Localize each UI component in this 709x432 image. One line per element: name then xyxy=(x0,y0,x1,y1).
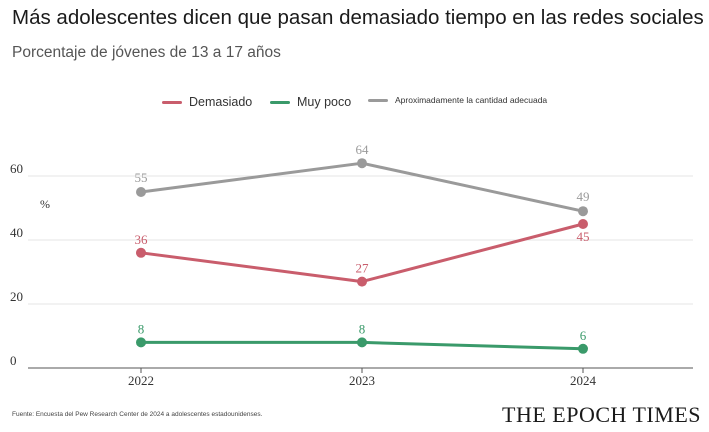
y-tick-label-60: 60 xyxy=(10,161,23,176)
chart-subtitle: Porcentaje de jóvenes de 13 a 17 años xyxy=(12,44,281,61)
point-aproximadamente-la-cantidad-adecuada-2022 xyxy=(136,187,146,197)
point-muy-poco-2023 xyxy=(357,337,367,348)
legend: Demasiado Muy poco Aproximadamente la ca… xyxy=(0,95,709,111)
x-tick-label-2023: 2023 xyxy=(349,373,375,388)
y-tick-label-20: 20 xyxy=(10,289,23,304)
point-demasiado-2024 xyxy=(578,219,588,229)
data-label-demasiado-2024: 45 xyxy=(577,229,590,244)
data-label-demasiado-2023: 27 xyxy=(356,261,370,276)
y-tick-label-0: 0 xyxy=(10,353,17,368)
data-label-aproximadamente-la-cantidad-adecuada-2023: 64 xyxy=(356,142,370,157)
data-label-muy-poco-2024: 6 xyxy=(580,328,587,343)
legend-item-demasiado: Demasiado xyxy=(162,95,252,109)
point-aproximadamente-la-cantidad-adecuada-2023 xyxy=(357,158,367,169)
x-tick-label-2022: 2022 xyxy=(128,373,154,388)
data-label-demasiado-2022: 36 xyxy=(135,232,149,247)
point-demasiado-2022 xyxy=(136,247,146,258)
series-line-aproximadamente-la-cantidad-adecuada xyxy=(139,161,585,213)
legend-swatch-adecuada xyxy=(368,98,388,102)
legend-swatch-muy-poco xyxy=(270,100,290,104)
brand-logo: THE EPOCH TIMES xyxy=(502,402,701,427)
point-aproximadamente-la-cantidad-adecuada-2024 xyxy=(578,206,588,217)
source-note: Fuente: Encuesta del Pew Research Center… xyxy=(12,411,263,418)
data-label-muy-poco-2023: 8 xyxy=(359,321,366,336)
point-muy-poco-2024 xyxy=(578,343,588,354)
x-tick-label-2024: 2024 xyxy=(570,373,597,388)
chart-title: Más adolescentes dicen que pasan demasia… xyxy=(12,6,704,29)
y-unit-label: % xyxy=(40,197,50,211)
legend-label-muy-poco: Muy poco xyxy=(297,95,352,109)
point-demasiado-2023 xyxy=(357,276,367,287)
legend-item-adecuada: Aproximadamente la cantidad adecuada xyxy=(368,95,547,105)
legend-label-demasiado: Demasiado xyxy=(189,95,253,109)
legend-swatch-demasiado xyxy=(162,100,182,104)
point-muy-poco-2022 xyxy=(136,337,146,348)
legend-item-muy-poco: Muy poco xyxy=(270,95,351,109)
legend-label-adecuada: Aproximadamente la cantidad adecuada xyxy=(395,95,548,105)
data-label-muy-poco-2022: 8 xyxy=(138,321,145,336)
data-label-aproximadamente-la-cantidad-adecuada-2022: 55 xyxy=(135,170,148,185)
data-label-aproximadamente-la-cantidad-adecuada-2024: 49 xyxy=(577,189,590,204)
y-tick-label-40: 40 xyxy=(10,225,23,240)
